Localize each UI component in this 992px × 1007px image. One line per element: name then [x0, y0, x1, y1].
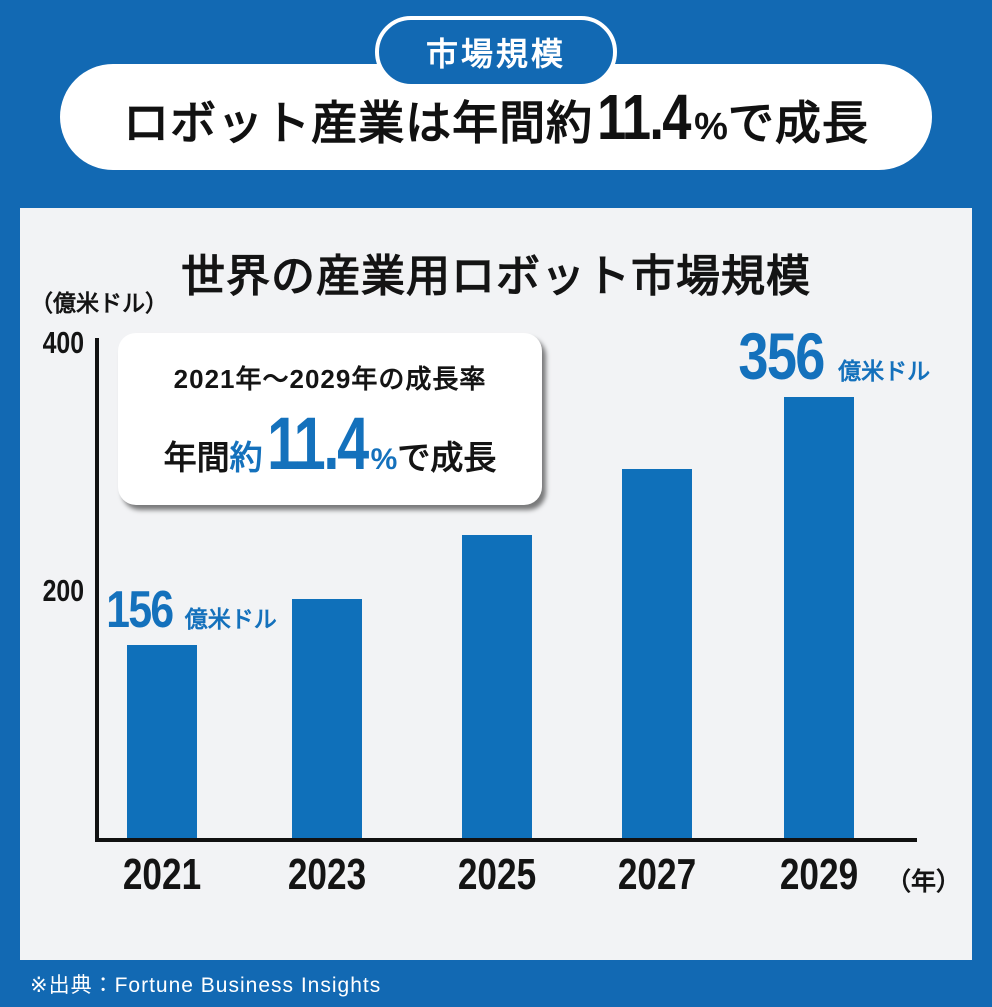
x-tick-label-2027: 2027: [617, 850, 697, 899]
growth-callout: 2021年〜2029年の成長率 年間約11.4 %で成長: [118, 333, 542, 505]
source-note: ※出典：Fortune Business Insights: [30, 974, 382, 997]
callout-rate: 11.4: [266, 402, 369, 485]
category-badge-label: 市場規模: [425, 36, 566, 72]
x-tick-label-2023: 2023: [287, 850, 367, 899]
main-title-prefix: ロボット産業は年間約: [123, 97, 594, 149]
last-bar-unit: 億米ドル: [838, 358, 931, 384]
bar-2023: [292, 599, 362, 838]
callout-percent: %: [370, 443, 398, 476]
y-axis: [95, 338, 99, 842]
main-title-rate: 11.4: [597, 81, 691, 153]
bar-2029: [784, 397, 854, 838]
y-tick-label-200: 200: [42, 573, 84, 608]
category-badge: 市場規模: [375, 16, 617, 88]
first-bar-value: 156: [106, 581, 174, 639]
x-tick-label-2025: 2025: [457, 850, 537, 899]
plot-area: 2021 2023 2025 2027 2029 200 400: [20, 208, 972, 899]
main-title-percent: %: [694, 106, 728, 148]
bar-2021: [127, 645, 197, 838]
callout-rate-line: 年間約11.4 %で成長: [118, 407, 542, 481]
callout-prefix: 年間: [163, 439, 230, 476]
x-tick-label-2021: 2021: [122, 850, 202, 899]
callout-suffix: で成長: [397, 439, 497, 476]
main-title-suffix: で成長: [727, 97, 869, 149]
y-tick-label-400: 400: [42, 325, 84, 360]
last-bar-value: 356: [738, 319, 825, 393]
bar-2025: [462, 535, 532, 838]
x-axis: [95, 838, 917, 842]
chart-card: 世界の産業用ロボット市場規模 （億米ドル） 2021 2023 2025 2027 20…: [20, 208, 972, 960]
first-bar-value-label: 156 億米ドル: [104, 580, 277, 640]
bar-2027: [622, 469, 692, 838]
callout-approx: 約: [229, 439, 263, 476]
x-axis-unit-label: （年）: [886, 868, 962, 896]
x-tick-label-2029: 2029: [779, 850, 859, 899]
callout-heading: 2021年〜2029年の成長率: [173, 364, 487, 394]
y-axis-unit-label: （億米ドル）: [30, 290, 168, 316]
last-bar-value-label: 356 億米ドル: [734, 318, 930, 394]
first-bar-unit: 億米ドル: [184, 606, 277, 632]
chart-title: 世界の産業用ロボット市場規模: [181, 252, 811, 301]
